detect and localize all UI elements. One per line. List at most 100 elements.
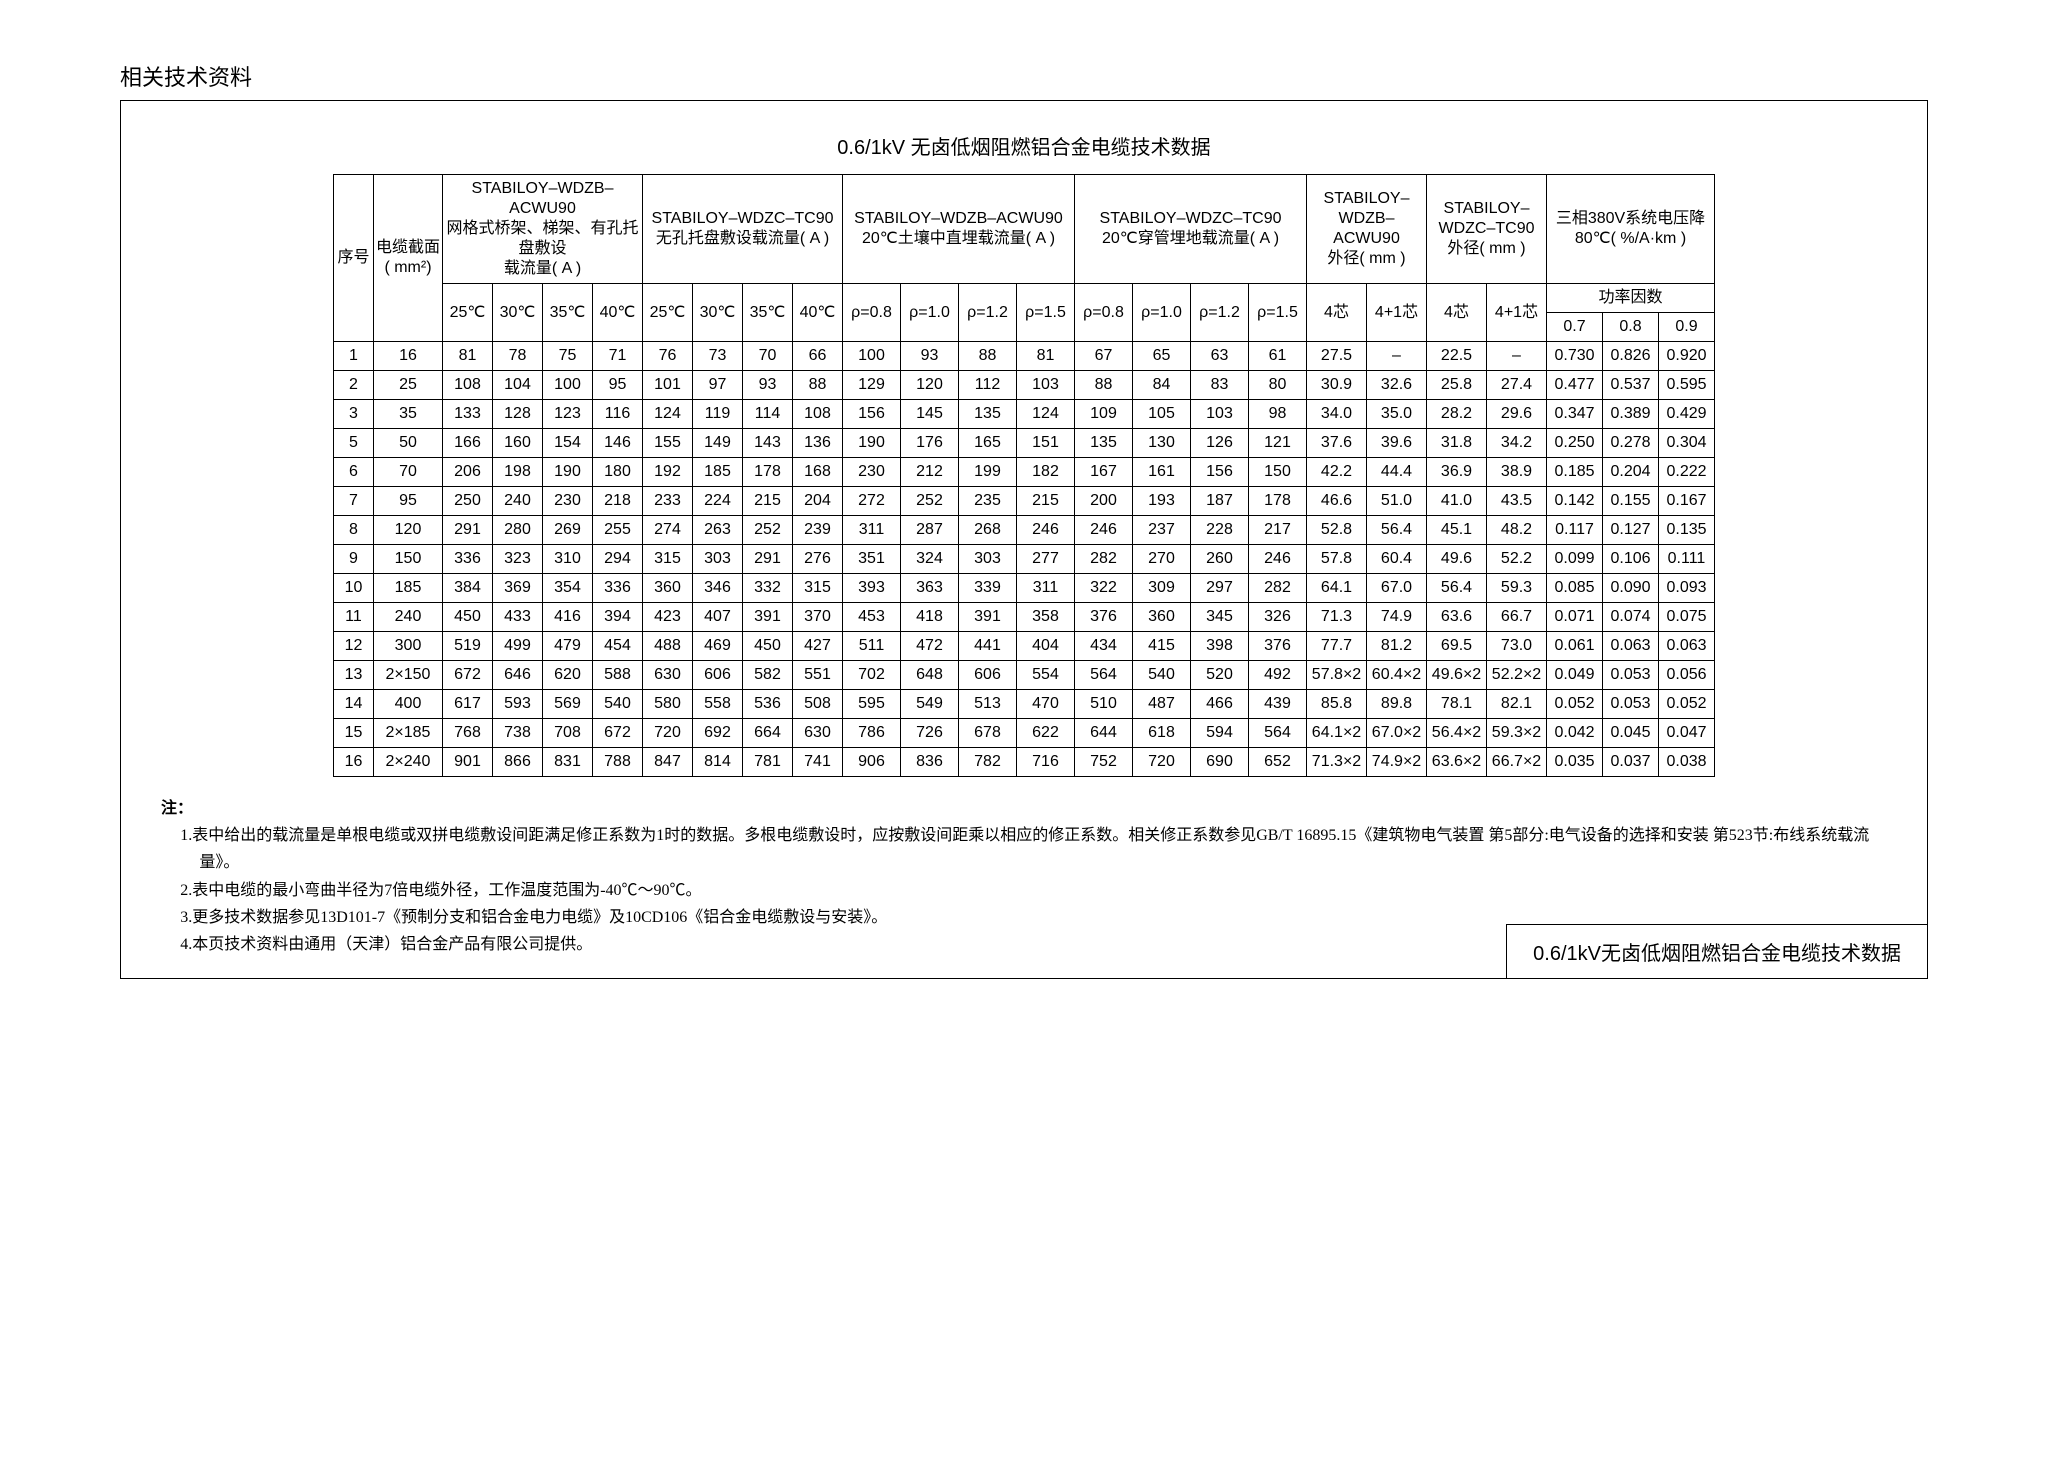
table-cell: 450 <box>743 632 793 661</box>
table-cell: 124 <box>643 400 693 429</box>
table-cell: 135 <box>1075 429 1133 458</box>
table-cell: 48.2 <box>1487 516 1547 545</box>
table-cell: 161 <box>1133 458 1191 487</box>
table-cell: 250 <box>443 487 493 516</box>
table-cell: 0.085 <box>1547 574 1603 603</box>
table-cell: 182 <box>1017 458 1075 487</box>
table-cell: 287 <box>901 516 959 545</box>
table-cell: 0.278 <box>1603 429 1659 458</box>
table-cell: 618 <box>1133 719 1191 748</box>
col-t35b: 35℃ <box>743 284 793 342</box>
table-cell: 270 <box>1133 545 1191 574</box>
col-t25b: 25℃ <box>643 284 693 342</box>
table-cell: 454 <box>593 632 643 661</box>
table-cell: 6 <box>333 458 373 487</box>
table-cell: 32.6 <box>1367 371 1427 400</box>
table-cell: 41.0 <box>1427 487 1487 516</box>
table-cell: 135 <box>959 400 1017 429</box>
table-cell: 2×185 <box>373 719 442 748</box>
col-r15c: ρ=1.5 <box>1017 284 1075 342</box>
table-cell: 0.389 <box>1603 400 1659 429</box>
table-head: 序号 电缆截面( mm²) STABILOY–WDZB–ACWU90网格式桥架、… <box>333 175 1714 342</box>
table-cell: 81 <box>443 342 493 371</box>
table-cell: 540 <box>1133 661 1191 690</box>
table-cell: 0.049 <box>1547 661 1603 690</box>
table-cell: 0.142 <box>1547 487 1603 516</box>
col-t35a: 35℃ <box>543 284 593 342</box>
table-cell: 31.8 <box>1427 429 1487 458</box>
table-cell: 569 <box>543 690 593 719</box>
col-group-7b: 功率因数 <box>1547 284 1715 313</box>
table-cell: 27.4 <box>1487 371 1547 400</box>
table-cell: 0.035 <box>1547 748 1603 777</box>
table-cell: 151 <box>1017 429 1075 458</box>
table-cell: 60.4 <box>1367 545 1427 574</box>
col-t40a: 40℃ <box>593 284 643 342</box>
table-cell: 263 <box>693 516 743 545</box>
col-pf07: 0.7 <box>1547 313 1603 342</box>
table-cell: 88 <box>959 342 1017 371</box>
table-cell: 0.093 <box>1659 574 1715 603</box>
table-cell: 35.0 <box>1367 400 1427 429</box>
table-cell: 702 <box>843 661 901 690</box>
table-cell: 93 <box>743 371 793 400</box>
table-cell: 0.595 <box>1659 371 1715 400</box>
table-cell: 112 <box>959 371 1017 400</box>
table-cell: 16 <box>373 342 442 371</box>
table-cell: 75 <box>543 342 593 371</box>
table-cell: 433 <box>493 603 543 632</box>
table-cell: 303 <box>959 545 1017 574</box>
table-row: 6702061981901801921851781682302121991821… <box>333 458 1714 487</box>
table-cell: 339 <box>959 574 1017 603</box>
table-cell: 672 <box>443 661 493 690</box>
table-cell: 269 <box>543 516 593 545</box>
table-cell: 652 <box>1249 748 1307 777</box>
table-cell: 218 <box>593 487 643 516</box>
table-cell: 49.6 <box>1427 545 1487 574</box>
table-cell: 70 <box>743 342 793 371</box>
table-cell: 64.1×2 <box>1307 719 1367 748</box>
table-cell: 0.304 <box>1659 429 1715 458</box>
table-title: 0.6/1kV 无卤低烟阻燃铝合金电缆技术数据 <box>131 131 1917 160</box>
table-cell: 8 <box>333 516 373 545</box>
table-cell: 100 <box>543 371 593 400</box>
cable-data-table: 序号 电缆截面( mm²) STABILOY–WDZB–ACWU90网格式桥架、… <box>333 174 1715 777</box>
table-cell: 346 <box>693 574 743 603</box>
table-cell: 324 <box>901 545 959 574</box>
table-cell: 630 <box>793 719 843 748</box>
table-cell: 206 <box>443 458 493 487</box>
table-cell: 407 <box>693 603 743 632</box>
table-cell: 27.5 <box>1307 342 1367 371</box>
table-cell: 0.222 <box>1659 458 1715 487</box>
table-row: 1018538436935433636034633231539336333931… <box>333 574 1714 603</box>
table-cell: 12 <box>333 632 373 661</box>
table-cell: 360 <box>643 574 693 603</box>
col-group-3: STABILOY–WDZB–ACWU9020℃土壤中直埋载流量( A ) <box>843 175 1075 284</box>
table-cell: 42.2 <box>1307 458 1367 487</box>
table-cell: 46.6 <box>1307 487 1367 516</box>
table-cell: 393 <box>843 574 901 603</box>
table-cell: 0.537 <box>1603 371 1659 400</box>
table-cell: 536 <box>743 690 793 719</box>
table-cell: 384 <box>443 574 493 603</box>
table-cell: 38.9 <box>1487 458 1547 487</box>
table-cell: 0.429 <box>1659 400 1715 429</box>
table-cell: 246 <box>1075 516 1133 545</box>
table-cell: 67.0 <box>1367 574 1427 603</box>
table-cell: 49.6×2 <box>1427 661 1487 690</box>
table-cell: 488 <box>643 632 693 661</box>
table-cell: 73 <box>693 342 743 371</box>
col-group-1: STABILOY–WDZB–ACWU90网格式桥架、梯架、有孔托盘敷设载流量( … <box>443 175 643 284</box>
col-pf08: 0.8 <box>1603 313 1659 342</box>
table-cell: 901 <box>443 748 493 777</box>
table-cell: 0.347 <box>1547 400 1603 429</box>
table-cell: 116 <box>593 400 643 429</box>
table-cell: 178 <box>743 458 793 487</box>
col-r12c: ρ=1.2 <box>959 284 1017 342</box>
table-cell: 35 <box>373 400 442 429</box>
table-cell: 606 <box>693 661 743 690</box>
table-cell: 9 <box>333 545 373 574</box>
table-cell: 741 <box>793 748 843 777</box>
table-row: 1230051949947945448846945042751147244140… <box>333 632 1714 661</box>
table-cell: 129 <box>843 371 901 400</box>
